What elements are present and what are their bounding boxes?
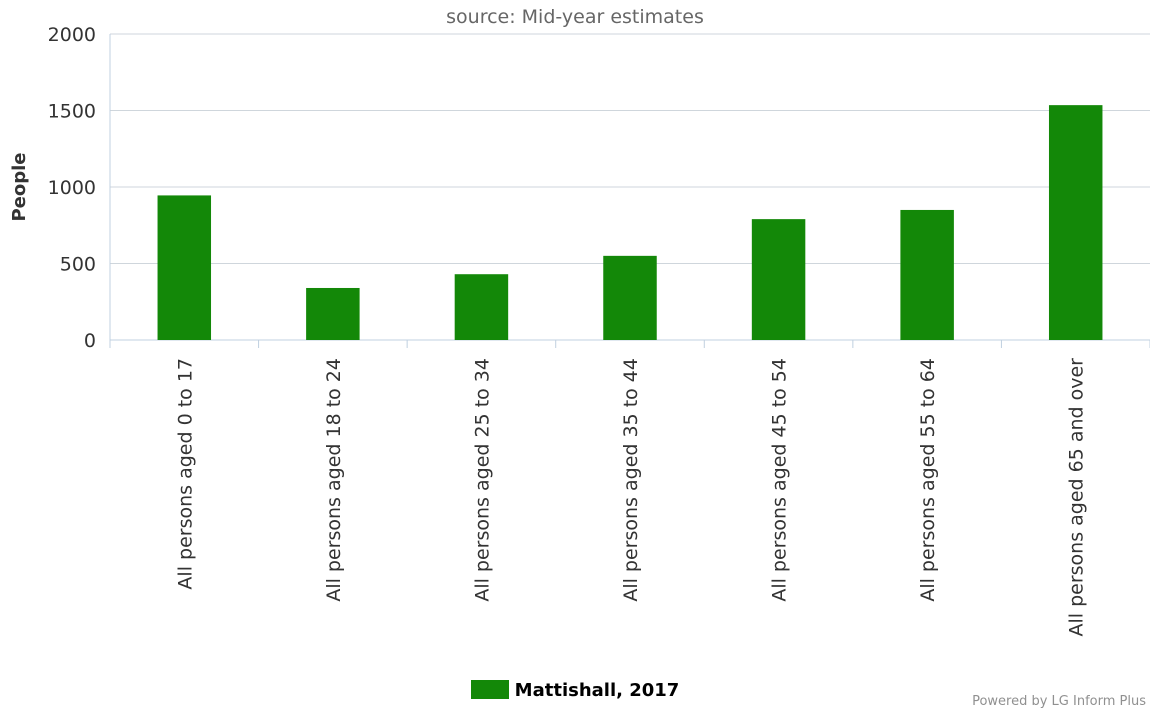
chart-subtitle: source: Mid-year estimates — [446, 6, 704, 28]
bar — [157, 195, 212, 340]
x-tick-label: All persons aged 18 to 24 — [323, 358, 345, 602]
y-axis-label: People — [9, 152, 30, 221]
credits-link[interactable]: Powered by LG Inform Plus — [972, 694, 1146, 709]
y-tick-label: 1000 — [48, 177, 96, 199]
bar — [306, 287, 360, 340]
legend-label: Mattishall, 2017 — [514, 680, 680, 701]
y-tick-label: 500 — [60, 254, 96, 276]
y-tick-label: 0 — [84, 330, 96, 352]
legend[interactable]: Mattishall, 2017 — [0, 680, 1150, 701]
bar — [454, 274, 509, 340]
x-tick-label: All persons aged 35 to 44 — [620, 358, 642, 602]
legend-swatch — [470, 680, 509, 699]
x-tick-label: All persons aged 25 to 34 — [471, 358, 493, 602]
bar — [900, 209, 954, 340]
x-tick-label: All persons aged 45 to 54 — [769, 358, 791, 602]
x-tick-label: All persons aged 55 to 64 — [917, 358, 939, 602]
x-tick-label: All persons aged 0 to 17 — [174, 358, 196, 590]
y-tick-label: 2000 — [48, 24, 96, 46]
bar — [1048, 105, 1103, 341]
x-tick-label: All persons aged 65 and over — [1066, 358, 1088, 637]
y-tick-label: 1500 — [48, 101, 96, 123]
bar — [751, 219, 806, 340]
bar — [603, 255, 657, 340]
